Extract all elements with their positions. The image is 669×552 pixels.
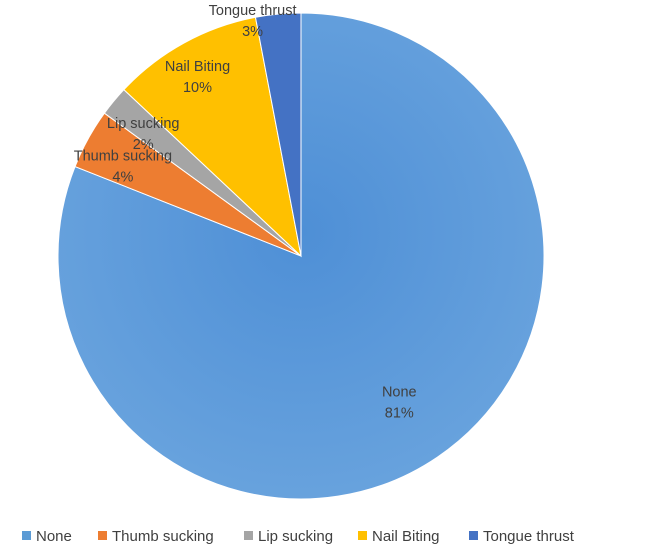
legend-label-tongue-thrust: Tongue thrust bbox=[483, 528, 575, 545]
legend: None Thumb sucking Lip sucking Nail Biting T… bbox=[22, 528, 575, 545]
pie-slice-none bbox=[57, 12, 545, 500]
slice-labels: None 81% Thumb sucking 4% Lip sucking 2% Nail … bbox=[74, 3, 417, 422]
pie-slice-tongue-thrust bbox=[254, 12, 302, 257]
slice-percent-nail-biting: 10% bbox=[183, 80, 212, 96]
legend-swatch-nail-biting bbox=[358, 531, 367, 540]
legend-swatch-none bbox=[22, 531, 31, 540]
legend-label-lip-sucking: Lip sucking bbox=[258, 528, 333, 545]
slice-label-nail-biting: Nail Biting bbox=[165, 59, 230, 75]
legend-item-none: None bbox=[22, 528, 72, 545]
slice-percent-lip-sucking: 2% bbox=[133, 137, 154, 153]
legend-label-none: None bbox=[36, 528, 72, 545]
legend-item-nail-biting: Nail Biting bbox=[358, 528, 440, 545]
slice-percent-thumb-sucking: 4% bbox=[112, 170, 133, 186]
pie-slices bbox=[57, 12, 545, 500]
pie-slice-nail-biting bbox=[123, 16, 302, 258]
legend-swatch-thumb-sucking bbox=[98, 531, 107, 540]
legend-item-lip-sucking: Lip sucking bbox=[244, 528, 333, 545]
slice-label-lip-sucking: Lip sucking bbox=[107, 116, 180, 132]
legend-label-nail-biting: Nail Biting bbox=[372, 528, 440, 545]
slice-label-tongue-thrust: Tongue thrust bbox=[209, 3, 297, 19]
legend-item-thumb-sucking: Thumb sucking bbox=[98, 528, 214, 545]
slice-percent-none: 81% bbox=[385, 406, 414, 422]
slice-label-thumb-sucking: Thumb sucking bbox=[74, 149, 172, 165]
legend-swatch-tongue-thrust bbox=[469, 531, 478, 540]
legend-item-tongue-thrust: Tongue thrust bbox=[469, 528, 575, 545]
legend-label-thumb-sucking: Thumb sucking bbox=[112, 528, 214, 545]
legend-swatch-lip-sucking bbox=[244, 531, 253, 540]
slice-label-none: None bbox=[382, 385, 417, 401]
slice-percent-tongue-thrust: 3% bbox=[242, 24, 263, 40]
